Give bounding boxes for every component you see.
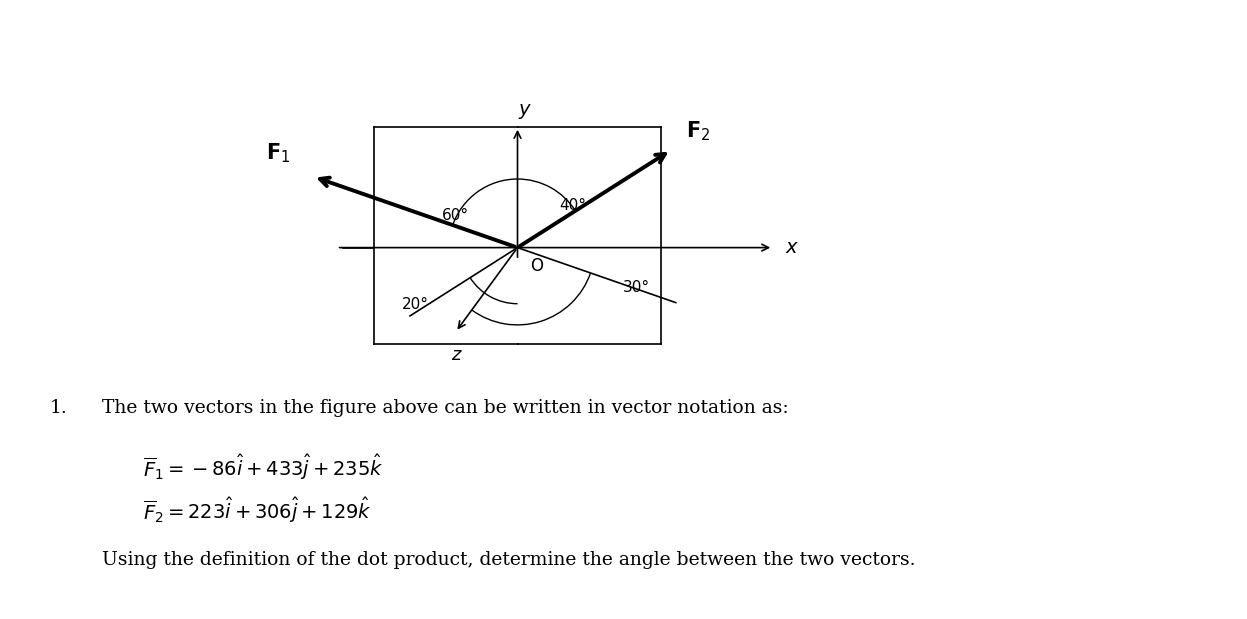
Text: O: O: [530, 257, 542, 275]
Text: x: x: [786, 238, 797, 257]
Text: Using the definition of the dot product, determine the angle between the two vec: Using the definition of the dot product,…: [102, 551, 915, 569]
Text: 60°: 60°: [441, 208, 469, 223]
Text: $\mathbf{F}_1$: $\mathbf{F}_1$: [267, 142, 291, 165]
Text: 20°: 20°: [402, 297, 429, 312]
Text: y: y: [518, 100, 530, 119]
Text: 1.: 1.: [50, 399, 67, 417]
Text: z: z: [451, 345, 460, 363]
Text: The two vectors in the figure above can be written in vector notation as:: The two vectors in the figure above can …: [102, 399, 789, 417]
Text: $\mathbf{F}_2$: $\mathbf{F}_2$: [686, 119, 711, 142]
Text: 40°: 40°: [559, 198, 586, 213]
Text: 30°: 30°: [622, 280, 650, 295]
Text: $\overline{F}_2 = 223\hat{i} + 306\hat{j} + 129\hat{k}$: $\overline{F}_2 = 223\hat{i} + 306\hat{j…: [143, 495, 372, 525]
Text: $\overline{F}_1 = -86\hat{i} + 433\hat{j} + 235\hat{k}$: $\overline{F}_1 = -86\hat{i} + 433\hat{j…: [143, 452, 384, 482]
